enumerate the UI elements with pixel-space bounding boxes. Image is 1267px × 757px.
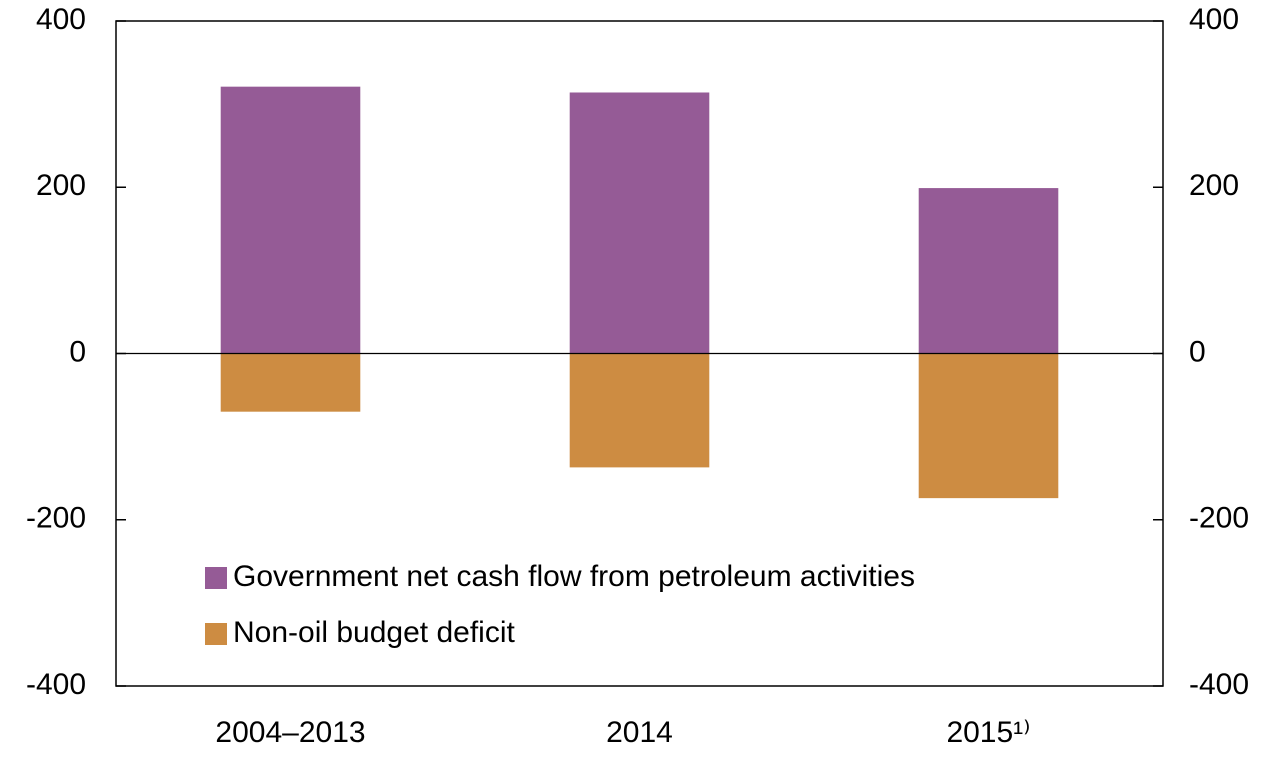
y-tick-label: 0 — [69, 335, 86, 368]
legend-label: Non-oil budget deficit — [233, 616, 516, 649]
bar — [569, 92, 710, 354]
y2-tick-label: 0 — [1189, 335, 1206, 368]
bar — [918, 188, 1059, 354]
y2-tick-label: 200 — [1189, 169, 1239, 202]
bar — [220, 353, 361, 412]
y-tick-label: 400 — [36, 3, 86, 36]
legend-swatch — [205, 623, 227, 645]
x-tick-label: 2004–2013 — [215, 716, 365, 749]
x-tick-label: 2015¹⁾ — [946, 716, 1030, 749]
bar — [569, 353, 710, 468]
y2-tick-label: -400 — [1189, 668, 1249, 701]
legend-label: Government net cash flow from petroleum … — [233, 560, 915, 593]
y-tick-label: -200 — [26, 502, 86, 535]
y2-tick-label: 400 — [1189, 3, 1239, 36]
bar — [220, 86, 361, 354]
x-tick-label: 2014 — [606, 716, 673, 749]
y-tick-label: 200 — [36, 169, 86, 202]
legend-swatch — [205, 567, 227, 589]
bar — [918, 353, 1059, 499]
y-tick-label: -400 — [26, 668, 86, 701]
y2-tick-label: -200 — [1189, 502, 1249, 535]
